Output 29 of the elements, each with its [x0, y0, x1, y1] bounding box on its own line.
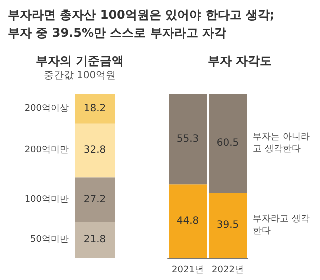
series-label: 부자라고 생각한다: [253, 214, 310, 237]
bar: [75, 94, 115, 124]
bar: [75, 124, 115, 178]
data-label: 55.3: [176, 134, 200, 145]
bar: [209, 193, 247, 258]
series-label: 200억이상: [24, 104, 69, 114]
data-label: 27.2: [84, 194, 106, 206]
chart-subtitle: 중간값 100억원: [44, 70, 116, 82]
series-label: 50억미만: [30, 235, 69, 246]
bar: [209, 94, 247, 194]
data-label: 44.8: [176, 216, 200, 227]
data-label: 39.5: [216, 220, 240, 232]
chart-title: 부자 자각도: [208, 54, 272, 68]
data-label: 60.5: [216, 138, 240, 150]
series-label: 100억미만: [24, 194, 69, 205]
text: 부자 중 39.5%만 스스로 부자라고 자각: [8, 25, 228, 42]
bar: [169, 184, 207, 258]
bar: [75, 222, 115, 258]
data-label: 18.2: [84, 103, 106, 114]
bar: [75, 178, 115, 222]
data-label: 32.8: [84, 145, 106, 156]
chart-title: 부자의 기준금액: [36, 54, 124, 68]
text: 부자라면 총자산 100억원은 있어야 한다고 생각;: [8, 7, 276, 24]
x-tick-label: 2022년: [212, 266, 244, 276]
bar: [169, 94, 207, 185]
series-label: 부자는 아니라고 생각한다: [253, 132, 310, 155]
series-label: 200억미만: [24, 146, 69, 156]
data-label: 21.8: [84, 234, 106, 246]
x-tick-label: 2021년: [172, 266, 204, 276]
